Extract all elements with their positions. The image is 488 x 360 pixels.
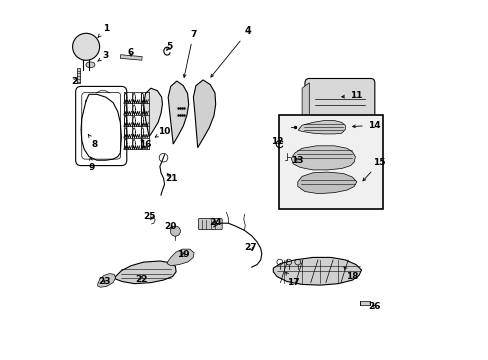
- Text: 17: 17: [285, 272, 300, 287]
- Text: 23: 23: [98, 277, 110, 286]
- Polygon shape: [193, 80, 215, 148]
- Text: 12: 12: [271, 138, 284, 147]
- Text: 5: 5: [165, 42, 172, 51]
- Ellipse shape: [86, 62, 95, 68]
- Circle shape: [170, 226, 180, 236]
- Text: 22: 22: [135, 275, 148, 284]
- FancyBboxPatch shape: [305, 78, 374, 120]
- Text: 26: 26: [368, 302, 380, 311]
- Text: 4: 4: [210, 26, 251, 77]
- Polygon shape: [298, 121, 345, 134]
- Text: 25: 25: [142, 212, 155, 221]
- Polygon shape: [115, 261, 176, 284]
- Polygon shape: [98, 274, 115, 287]
- Text: 9: 9: [88, 157, 95, 172]
- FancyBboxPatch shape: [198, 219, 222, 230]
- Text: 10: 10: [155, 127, 170, 137]
- Text: 19: 19: [177, 251, 189, 259]
- Polygon shape: [302, 83, 309, 121]
- Text: 15: 15: [362, 158, 385, 181]
- Text: 13: 13: [291, 156, 304, 165]
- Text: 11: 11: [341, 91, 362, 100]
- Text: 27: 27: [244, 243, 257, 252]
- Ellipse shape: [72, 33, 100, 60]
- Polygon shape: [273, 257, 361, 285]
- Text: 24: 24: [209, 218, 222, 227]
- Text: 6: 6: [128, 49, 134, 58]
- Polygon shape: [167, 249, 194, 266]
- Polygon shape: [291, 146, 355, 170]
- Polygon shape: [297, 172, 356, 194]
- Text: 21: 21: [165, 174, 178, 183]
- Text: 18: 18: [343, 267, 358, 281]
- Text: 14: 14: [352, 121, 380, 130]
- Polygon shape: [168, 81, 188, 144]
- Text: 2: 2: [71, 77, 78, 86]
- Text: 3: 3: [98, 51, 109, 61]
- Polygon shape: [143, 88, 162, 137]
- Text: 7: 7: [183, 30, 196, 77]
- Text: 8: 8: [88, 134, 98, 149]
- Bar: [359, 301, 370, 305]
- Bar: [77, 68, 80, 83]
- Text: 20: 20: [164, 222, 177, 231]
- Bar: [120, 55, 142, 60]
- Text: 16: 16: [139, 140, 151, 149]
- Bar: [278, 115, 382, 209]
- Text: 1: 1: [98, 24, 109, 37]
